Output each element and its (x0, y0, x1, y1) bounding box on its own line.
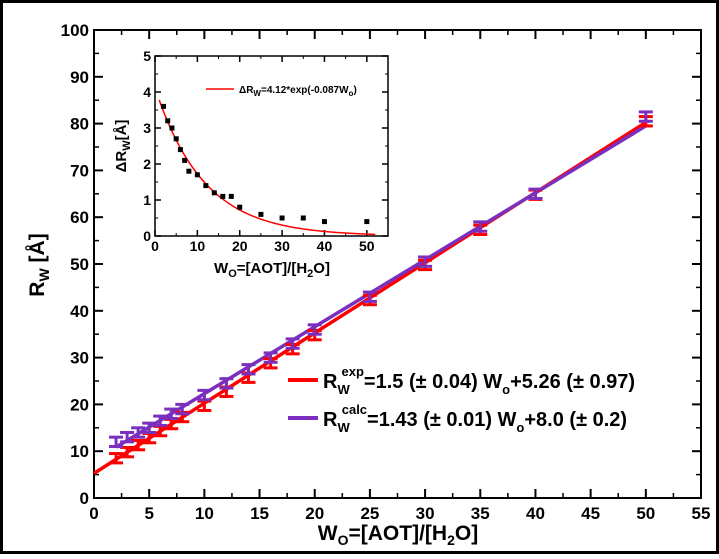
inset-data-point (169, 125, 175, 131)
error-bar-point (528, 187, 543, 200)
inset-data-point (194, 172, 200, 178)
x-tick-label: 35 (471, 504, 490, 523)
inset-x-tick-label: 20 (232, 238, 248, 254)
inset-axis-ticks: 0 10 20 30 40 50 0 1 2 3 4 5 (143, 48, 389, 254)
inset-y-tick-label: 1 (143, 192, 151, 208)
error-bar-point (175, 402, 190, 416)
inset-data-point (160, 103, 166, 109)
inset-data-point (173, 136, 179, 142)
x-tick-label: 25 (360, 504, 379, 523)
legend-label-exp: RWexp=1.5 (± 0.04) Wo+5.26 (± 0.97) (323, 364, 635, 397)
error-bar-point (307, 323, 322, 336)
main-x-label: WO=[AOT]/[H2O] (318, 522, 478, 548)
main-legend: RWexp=1.5 (± 0.04) Wo+5.26 (± 0.97) RWca… (288, 364, 635, 435)
inset-y-tick-label: 5 (143, 48, 151, 64)
inset-y-label: ΔRW[Å] (113, 120, 133, 173)
error-bar-point (219, 377, 234, 390)
inset-x-tick-label: 0 (151, 238, 159, 254)
inset-x-tick-label: 10 (190, 238, 206, 254)
error-bar-point (120, 430, 135, 444)
y-tick-label: 40 (70, 302, 89, 321)
inset-data-point (300, 215, 306, 221)
y-tick-label: 70 (70, 161, 89, 180)
x-tick-label: 30 (416, 504, 435, 523)
error-bar-point (109, 435, 124, 449)
inset-data-point (203, 183, 209, 189)
y-tick-label: 90 (70, 68, 89, 87)
inset-data-point (321, 219, 327, 225)
inset-x-tick-label: 30 (274, 238, 290, 254)
error-bar-point (153, 414, 168, 427)
inset-data-point (258, 211, 264, 217)
x-tick-label: 55 (692, 504, 711, 523)
inset-plot-frame (154, 55, 389, 237)
error-bar-point (164, 407, 179, 420)
inset-y-tick-label: 4 (143, 84, 151, 100)
inset-x-tick-label: 40 (317, 238, 333, 254)
x-tick-label: 20 (305, 504, 324, 523)
error-bar-point (197, 388, 212, 402)
x-tick-label: 50 (636, 504, 655, 523)
y-tick-label: 80 (70, 115, 89, 134)
inset-y-tick-label: 3 (143, 120, 151, 136)
error-bar-point (362, 290, 377, 303)
inset-y-tick-label: 0 (143, 228, 151, 244)
error-bar-point (285, 337, 300, 350)
main-error-bars (109, 110, 653, 465)
inset-x-label: WO=[AOT]/[H2O] (214, 260, 330, 280)
inset-data-point (364, 219, 370, 225)
error-bar-point (418, 255, 433, 268)
main-axis-ticks: 0 5 10 15 20 25 30 35 40 45 50 55010203040506070809… (61, 21, 711, 523)
inset-data-point (165, 118, 171, 124)
x-tick-label: 0 (89, 504, 98, 523)
error-bar-point (131, 426, 146, 439)
inset-legend-label: ΔRW=4.12*exp(-0.087Wo) (239, 85, 357, 98)
x-tick-label: 5 (144, 504, 153, 523)
inset-fit-curve-line (158, 99, 376, 236)
inset-data-point (177, 147, 183, 153)
inset-data-point (220, 193, 226, 199)
inset-data-point (186, 168, 192, 174)
error-bar-point (109, 452, 124, 465)
inset-data-point (182, 157, 188, 163)
inset-data-point (279, 215, 285, 221)
error-bar-point (241, 363, 256, 376)
inset-x-tick-label: 50 (359, 238, 375, 254)
inset-points (160, 103, 370, 225)
y-tick-label: 20 (70, 395, 89, 414)
inset-data-point (211, 190, 217, 196)
inset-y-tick-label: 2 (143, 156, 151, 172)
main-y-label: RW [Å] (25, 233, 52, 296)
inset-data-point (237, 204, 243, 210)
error-bar-point (142, 421, 157, 434)
inset-fit-curve (158, 99, 376, 236)
x-tick-label: 45 (581, 504, 600, 523)
x-tick-label: 10 (195, 504, 214, 523)
y-tick-label: 0 (80, 489, 89, 508)
x-tick-label: 15 (250, 504, 269, 523)
x-tick-label: 40 (526, 504, 545, 523)
y-tick-label: 10 (70, 442, 89, 461)
error-bar-point (263, 351, 278, 364)
y-tick-label: 30 (70, 349, 89, 368)
inset-legend: ΔRW=4.12*exp(-0.087Wo) (206, 85, 357, 98)
y-tick-label: 50 (70, 255, 89, 274)
y-tick-label: 100 (61, 21, 89, 40)
y-tick-label: 60 (70, 208, 89, 227)
error-bar-point (473, 220, 488, 233)
inset-data-point (228, 193, 234, 199)
legend-label-calc: RWcalc=1.43 (± 0.01) Wo+8.0 (± 0.2) (323, 402, 627, 435)
error-bar-point (638, 110, 653, 123)
